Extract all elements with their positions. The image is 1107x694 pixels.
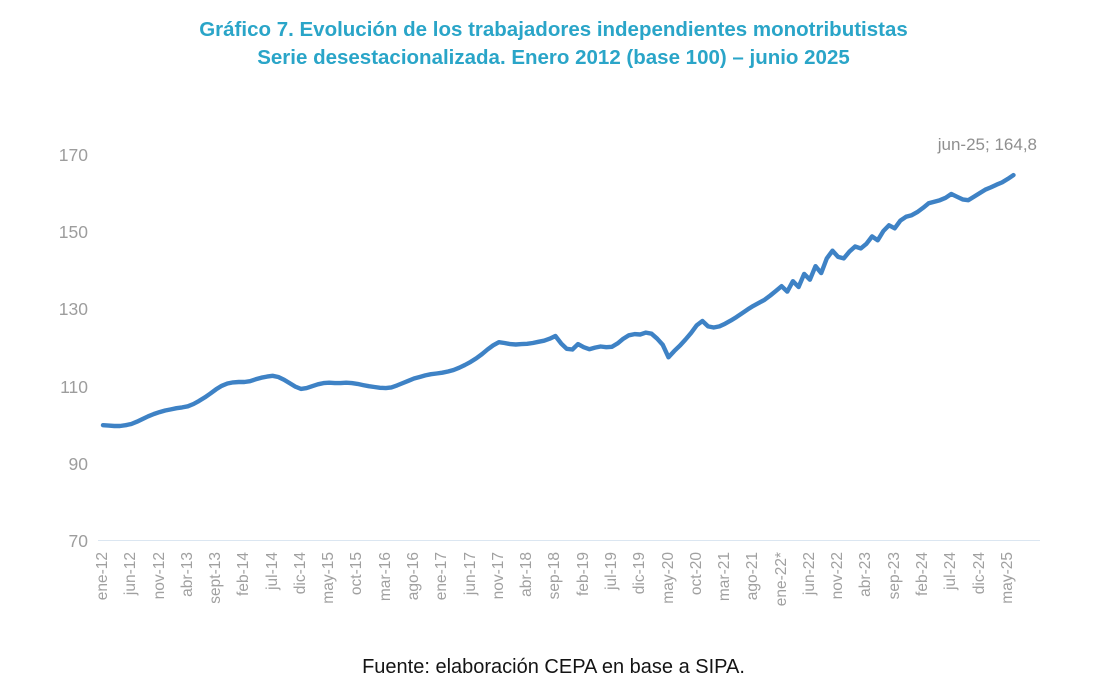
- chart-title: Gráfico 7. Evolución de los trabajadores…: [0, 16, 1107, 72]
- x-axis-tick-label: may-20: [659, 552, 677, 604]
- y-axis-tick-label: 150: [58, 222, 88, 243]
- x-axis-tick-label: ene-17: [433, 552, 451, 601]
- x-axis-tick-label: feb-24: [913, 552, 931, 596]
- x-axis-tick-label: dic-19: [631, 552, 649, 595]
- x-axis-tick-label: jun-17: [461, 552, 479, 596]
- y-axis-tick-label: 110: [60, 376, 88, 397]
- y-axis-tick-label: 70: [68, 531, 88, 551]
- last-point-annotation: jun-25; 164,8: [937, 135, 1037, 154]
- x-axis-tick-label: jun-12: [122, 552, 140, 596]
- x-axis-tick-label: may-15: [320, 552, 338, 604]
- y-axis-tick-label: 170: [58, 145, 88, 165]
- x-axis-tick-label: ago-16: [405, 552, 423, 601]
- x-axis-tick-label: abr-18: [518, 552, 536, 597]
- x-axis-tick-label: sep-23: [885, 552, 903, 600]
- x-axis-tick-label: ene-22*: [772, 552, 790, 607]
- x-axis-tick-label: may-25: [998, 552, 1016, 604]
- x-axis-tick-label: feb-19: [574, 552, 592, 596]
- x-axis-tick-label: mar-21: [716, 552, 734, 602]
- source-note: Fuente: elaboración CEPA en base a SIPA.: [362, 656, 745, 678]
- x-axis-tick-label: abr-23: [857, 552, 875, 597]
- x-axis-tick-label: dic-14: [291, 552, 309, 595]
- x-axis-tick-label: abr-13: [178, 552, 196, 597]
- x-axis-tick-label: sept-13: [207, 552, 225, 604]
- chart-title-line-2: Serie desestacionalizada. Enero 2012 (ba…: [257, 46, 850, 69]
- y-axis: 70 90 110 130 150 170: [30, 0, 88, 560]
- x-axis-tick-label: dic-24: [970, 552, 988, 595]
- x-axis-baseline: [98, 540, 1040, 541]
- y-axis-tick-label: 130: [58, 299, 88, 320]
- x-axis-tick-label: nov-17: [489, 552, 507, 600]
- x-axis-tick-label: jun-22: [800, 552, 818, 596]
- x-axis-tick-label: feb-14: [235, 552, 253, 596]
- x-axis-tick-label: mar-16: [376, 552, 394, 602]
- x-axis-tick-label: jul-14: [263, 552, 281, 590]
- x-axis-tick-label: jul-24: [942, 552, 960, 590]
- x-axis-tick-label: ago-21: [744, 552, 762, 601]
- chart-title-line-1: Gráfico 7. Evolución de los trabajadores…: [199, 18, 908, 41]
- x-axis-tick-label: ene-12: [94, 552, 111, 601]
- x-axis-tick-label: jul-19: [602, 552, 620, 590]
- x-axis-tick-label: sep-18: [546, 552, 564, 600]
- x-axis-tick-label: oct-15: [348, 552, 366, 596]
- series-line: [100, 172, 1016, 429]
- x-axis-tick-label: oct-20: [687, 552, 705, 596]
- x-axis-tick-label: nov-22: [829, 552, 847, 600]
- y-axis-tick-label: 90: [68, 453, 88, 474]
- x-axis-tick-label: nov-12: [150, 552, 168, 600]
